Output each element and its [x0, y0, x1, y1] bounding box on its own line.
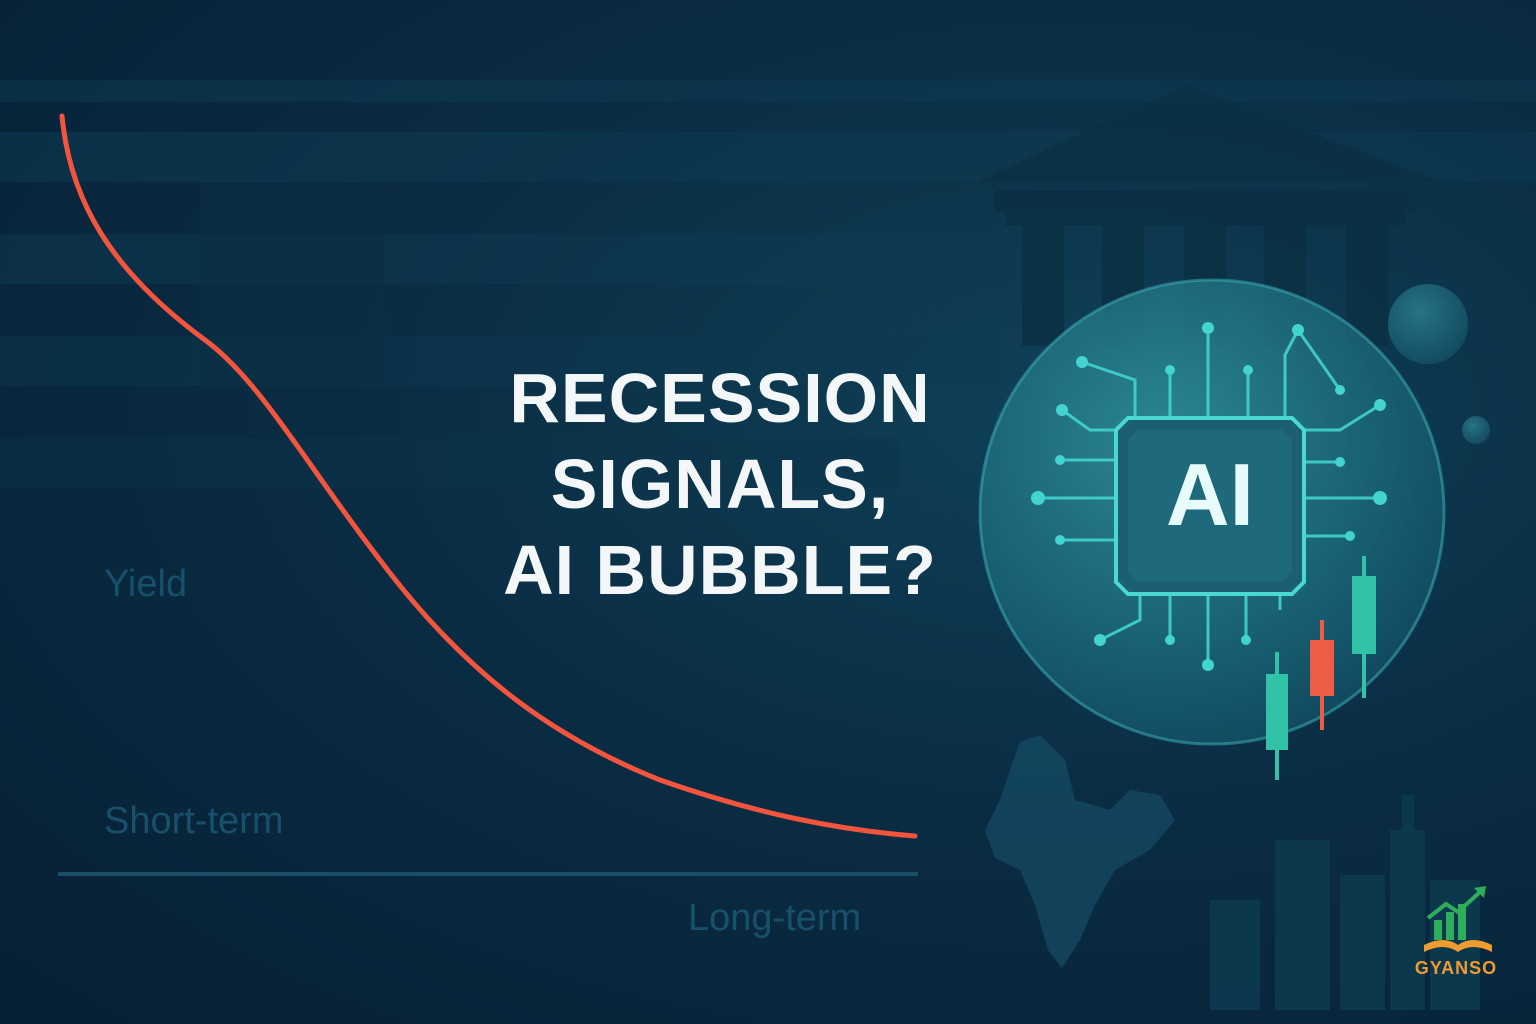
y-axis-label: Yield — [104, 563, 188, 605]
short-term-label: Short-term — [104, 800, 284, 842]
headline-line-3: AI BUBBLE? — [503, 531, 937, 609]
circuit-nodes — [1031, 322, 1387, 671]
long-term-label: Long-term — [688, 897, 862, 939]
ai-chip — [1114, 416, 1306, 596]
ai-chip-label: AI — [1166, 445, 1254, 544]
headline-line-1: RECESSION — [509, 359, 931, 437]
headline: RECESSION SIGNALS, AI BUBBLE? — [420, 355, 1020, 613]
small-bubble — [1388, 284, 1468, 364]
candle-3 — [1352, 556, 1376, 698]
tiny-bubble — [1462, 416, 1490, 444]
candle-2 — [1310, 620, 1334, 730]
headline-line-2: SIGNALS, — [550, 445, 890, 523]
yield-curve-line — [59, 113, 918, 839]
brand-name: GYANSO — [1414, 958, 1498, 978]
candle-1 — [1266, 652, 1288, 780]
